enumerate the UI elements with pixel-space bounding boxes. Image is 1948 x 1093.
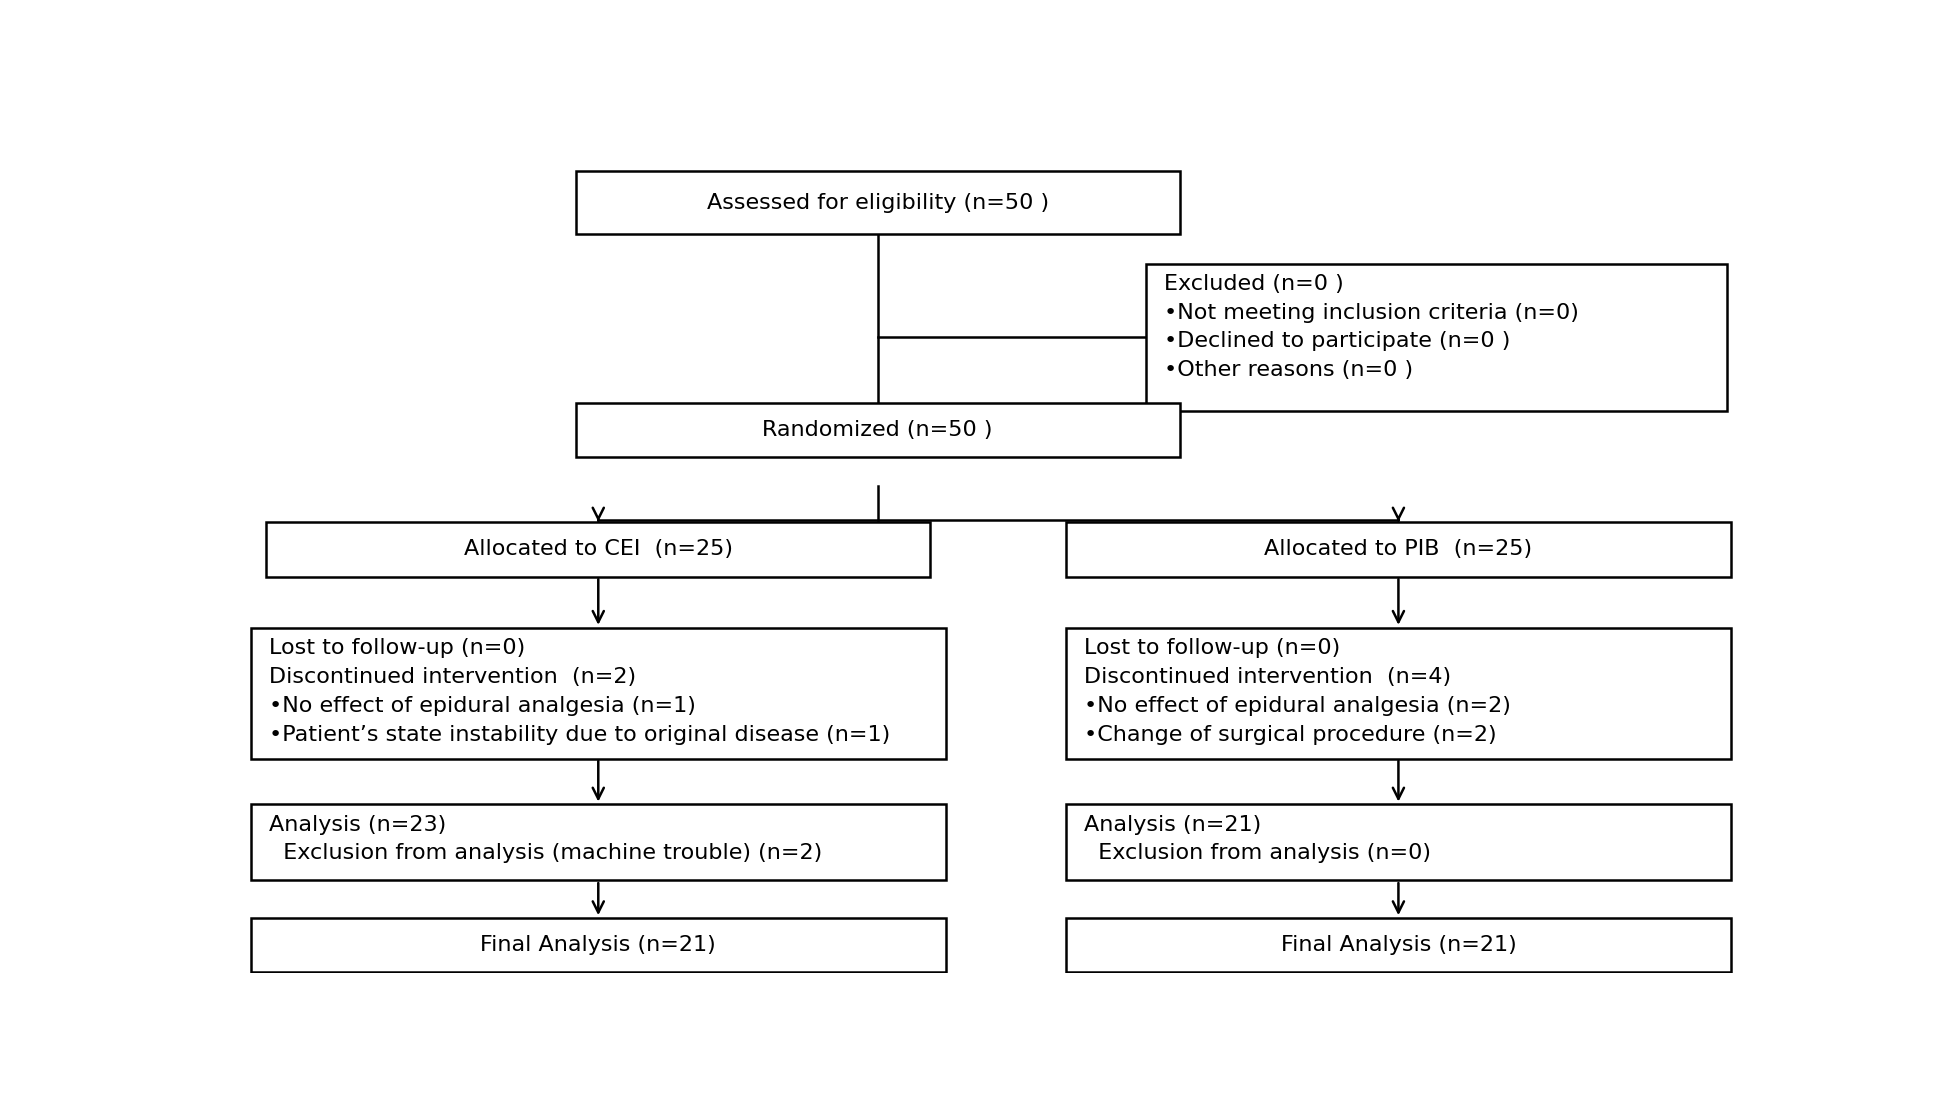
FancyBboxPatch shape [1066,628,1730,759]
FancyBboxPatch shape [577,402,1180,457]
Text: Excluded (n=0 )
•Not meeting inclusion criteria (n=0)
•Declined to participate (: Excluded (n=0 ) •Not meeting inclusion c… [1163,274,1578,380]
FancyBboxPatch shape [1066,522,1730,577]
Text: Allocated to PIB  (n=25): Allocated to PIB (n=25) [1264,540,1533,560]
Text: Lost to follow-up (n=0)
Discontinued intervention  (n=2)
•No effect of epidural : Lost to follow-up (n=0) Discontinued int… [269,638,890,744]
Text: Lost to follow-up (n=0)
Discontinued intervention  (n=4)
•No effect of epidural : Lost to follow-up (n=0) Discontinued int… [1085,638,1512,744]
Text: Assessed for eligibility (n=50 ): Assessed for eligibility (n=50 ) [707,192,1048,213]
FancyBboxPatch shape [577,172,1180,234]
FancyBboxPatch shape [251,628,945,759]
FancyBboxPatch shape [1066,918,1730,972]
Text: Analysis (n=21)
  Exclusion from analysis (n=0): Analysis (n=21) Exclusion from analysis … [1085,814,1432,863]
FancyBboxPatch shape [267,522,931,577]
Text: Final Analysis (n=21): Final Analysis (n=21) [481,935,717,955]
FancyBboxPatch shape [251,804,945,880]
Text: Allocated to CEI  (n=25): Allocated to CEI (n=25) [464,540,732,560]
FancyBboxPatch shape [251,918,945,972]
Text: Analysis (n=23)
  Exclusion from analysis (machine trouble) (n=2): Analysis (n=23) Exclusion from analysis … [269,814,822,863]
Text: Randomized (n=50 ): Randomized (n=50 ) [762,420,993,439]
Text: Final Analysis (n=21): Final Analysis (n=21) [1280,935,1516,955]
FancyBboxPatch shape [1145,263,1726,411]
FancyBboxPatch shape [1066,804,1730,880]
